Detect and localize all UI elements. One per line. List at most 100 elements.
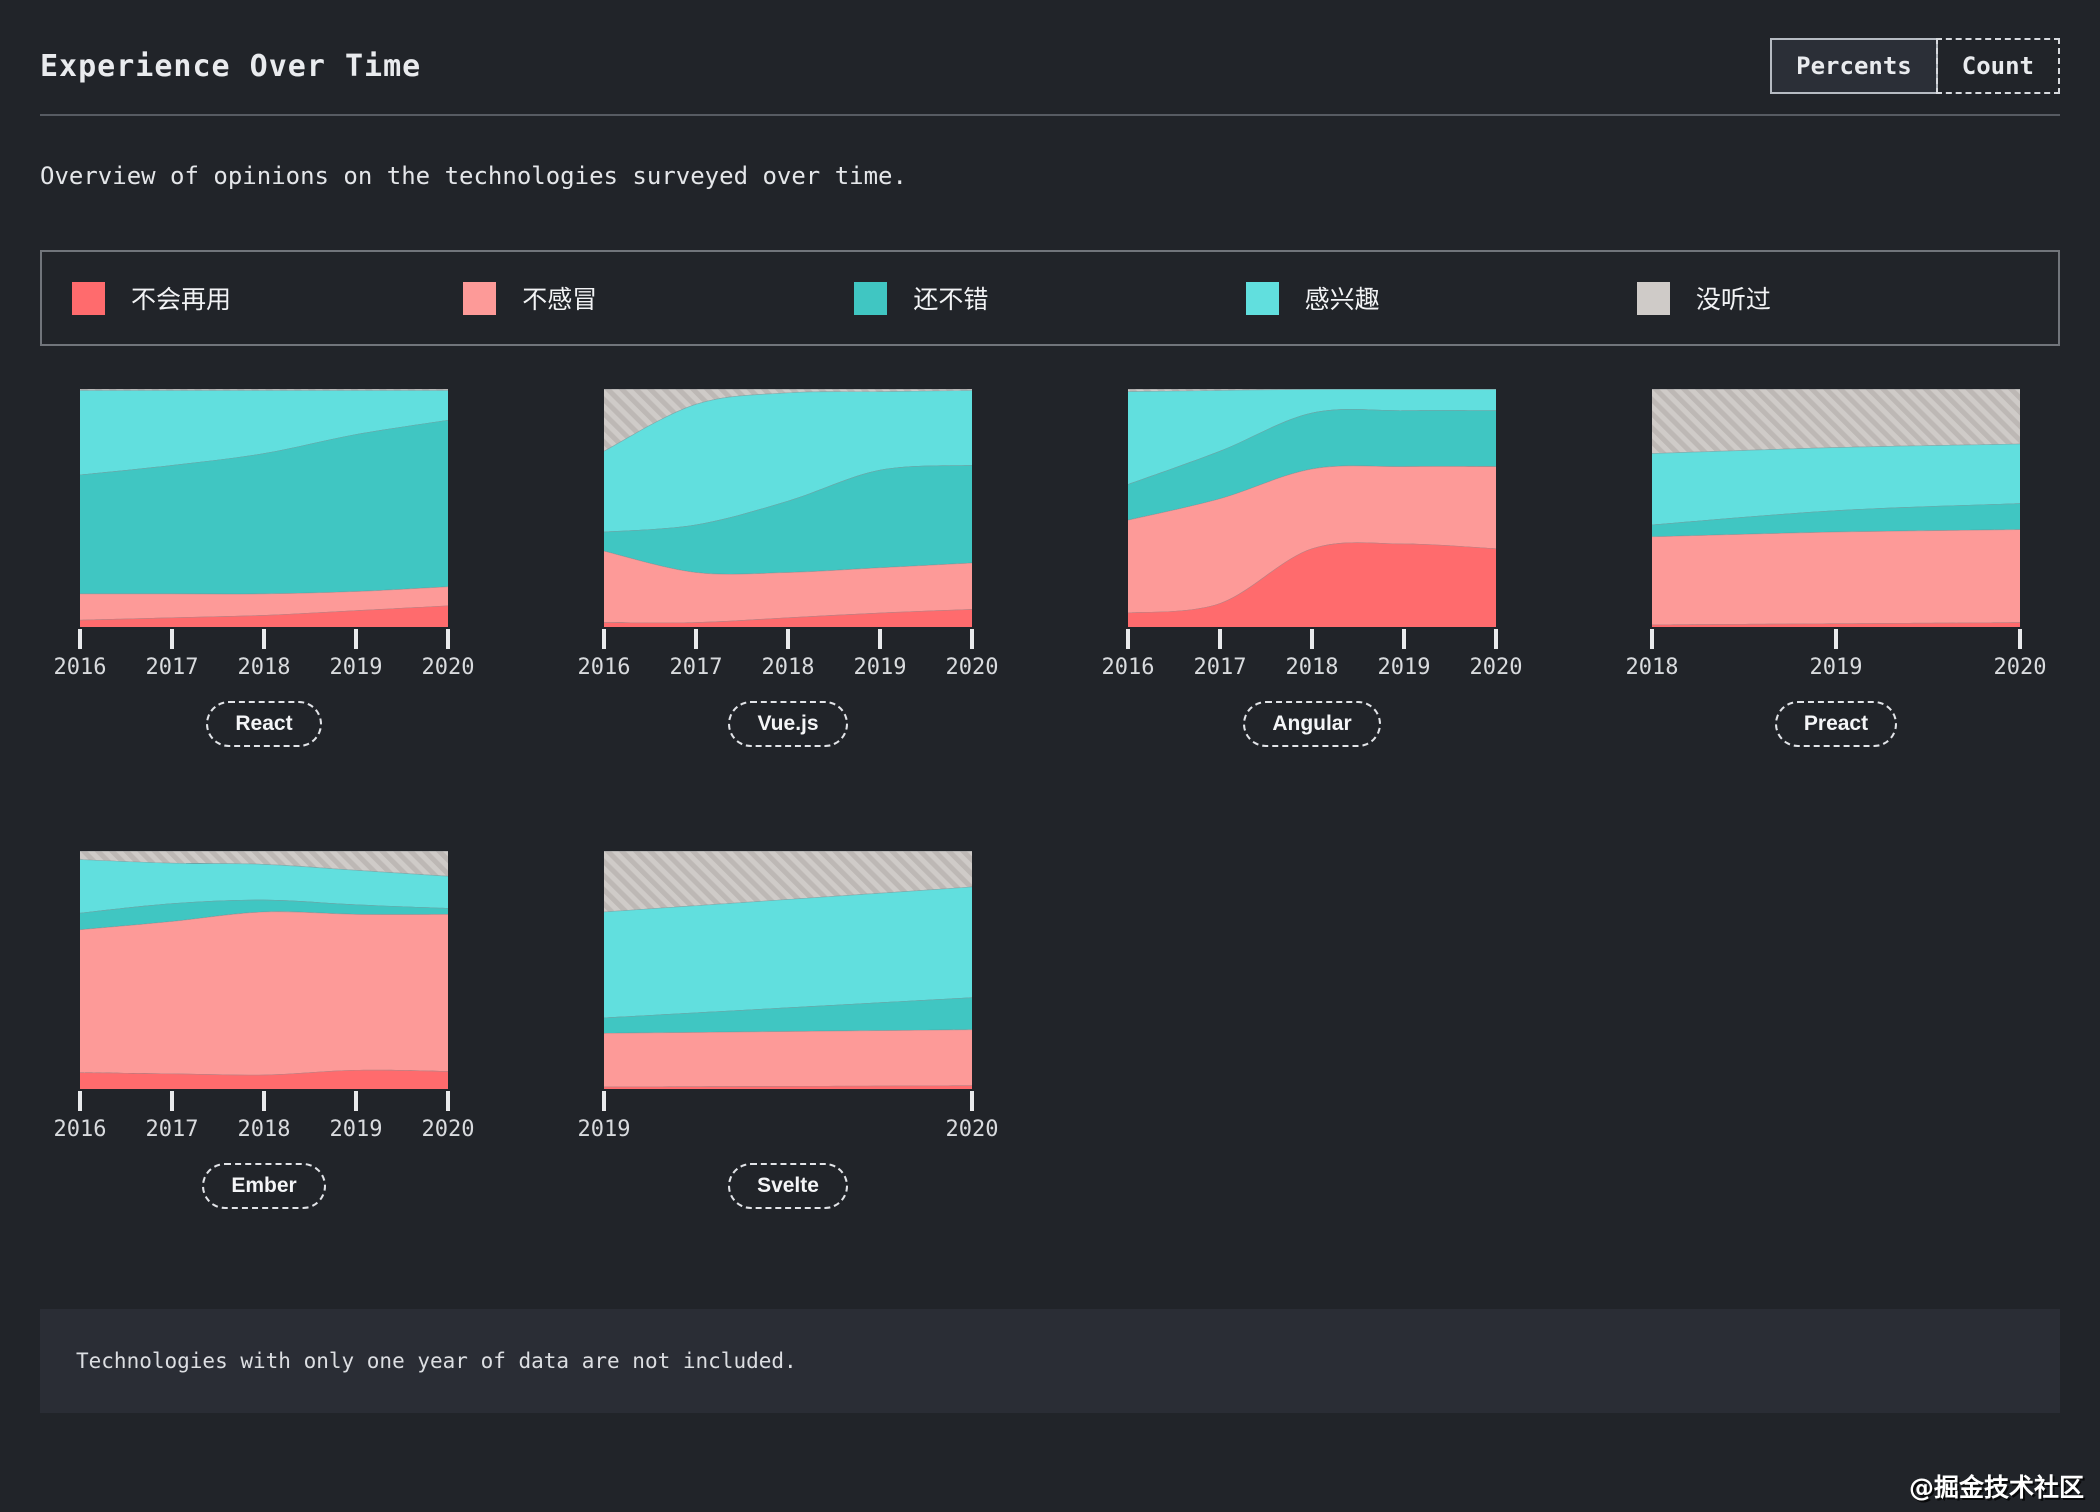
area-layer[interactable] bbox=[80, 859, 448, 913]
area-layer[interactable] bbox=[1128, 409, 1496, 520]
area-layer[interactable] bbox=[1652, 443, 2020, 525]
area-layer[interactable] bbox=[1652, 389, 2020, 454]
area-layer[interactable] bbox=[604, 389, 972, 451]
year-label: 2019 bbox=[329, 655, 383, 680]
year-label: 2019 bbox=[853, 655, 907, 680]
legend-swatch-icon bbox=[854, 281, 888, 315]
axis-tick bbox=[1402, 629, 1406, 649]
axis-tick bbox=[1834, 629, 1838, 649]
area-layer[interactable] bbox=[1652, 529, 2020, 625]
area-layer[interactable] bbox=[80, 419, 448, 594]
tech-pill-wrap: React bbox=[80, 701, 448, 747]
percents-button[interactable]: Percents bbox=[1770, 38, 1938, 94]
tech-pill-wrap: Angular bbox=[1128, 701, 1496, 747]
layer-boundary-line bbox=[1652, 502, 2020, 526]
footer-note: Technologies with only one year of data … bbox=[40, 1309, 2060, 1413]
x-axis-ticks bbox=[78, 629, 450, 651]
tech-pill-preact[interactable]: Preact bbox=[1774, 701, 1898, 747]
stacked-area-chart[interactable] bbox=[1652, 389, 2020, 627]
legend-swatch-icon bbox=[1636, 281, 1670, 315]
area-layer[interactable] bbox=[604, 1029, 972, 1087]
axis-tick bbox=[694, 629, 698, 649]
tech-pill-angular[interactable]: Angular bbox=[1243, 701, 1381, 747]
area-layer[interactable] bbox=[80, 911, 448, 1075]
year-label: 2020 bbox=[1993, 655, 2047, 680]
year-label: 2019 bbox=[1809, 655, 1863, 680]
area-layer[interactable] bbox=[1128, 389, 1496, 485]
legend-label: 不感冒 bbox=[522, 285, 598, 314]
area-layer[interactable] bbox=[604, 390, 972, 532]
units-toggle: Percents Count bbox=[1770, 38, 2060, 94]
x-axis-labels: 2019 2020 bbox=[578, 1117, 999, 1147]
year-label: 2016 bbox=[53, 1117, 107, 1142]
x-axis-ticks bbox=[78, 1091, 450, 1113]
stacked-area-chart[interactable] bbox=[604, 389, 972, 627]
legend: 不会再用 不感冒 还不错 感兴趣 没听过 bbox=[40, 250, 2060, 346]
area-layer[interactable] bbox=[1128, 542, 1496, 627]
x-axis-ticks bbox=[1126, 629, 1498, 651]
year-label: 2019 bbox=[329, 1117, 383, 1142]
x-axis-labels: 2016 2017 2018 2019 2020 bbox=[1102, 655, 1523, 685]
area-layer[interactable] bbox=[604, 886, 972, 1018]
area-layer[interactable] bbox=[1128, 465, 1496, 613]
axis-tick bbox=[446, 1091, 450, 1111]
axis-tick bbox=[170, 629, 174, 649]
area-layer[interactable] bbox=[604, 997, 972, 1034]
legend-label: 没听过 bbox=[1695, 285, 1771, 314]
legend-item-4[interactable]: 没听过 bbox=[1636, 280, 2028, 316]
tech-pill-svelte[interactable]: Svelte bbox=[728, 1163, 848, 1209]
x-axis-labels: 2016 2017 2018 2019 2020 bbox=[54, 655, 475, 685]
axis-tick bbox=[602, 1091, 606, 1111]
axis-tick bbox=[1650, 629, 1654, 649]
area-layer[interactable] bbox=[604, 851, 972, 912]
area-layer[interactable] bbox=[80, 586, 448, 620]
stacked-area-chart[interactable] bbox=[80, 389, 448, 627]
chart-cell-angular: 2016 2017 2018 2019 2020 Angular bbox=[1102, 389, 1523, 747]
area-layer[interactable] bbox=[1652, 503, 2020, 537]
legend-swatch-icon bbox=[72, 281, 105, 315]
axis-tick bbox=[170, 1091, 174, 1111]
header-divider bbox=[40, 114, 2060, 116]
axis-tick bbox=[970, 629, 974, 649]
x-axis-labels: 2016 2017 2018 2019 2020 bbox=[54, 1117, 475, 1147]
year-label: 2019 bbox=[1377, 655, 1431, 680]
count-button[interactable]: Count bbox=[1935, 38, 2060, 94]
area-layer[interactable] bbox=[80, 851, 448, 876]
area-layer[interactable] bbox=[80, 1069, 448, 1089]
year-label: 2017 bbox=[145, 655, 199, 680]
year-label: 2020 bbox=[421, 655, 475, 680]
area-layer[interactable] bbox=[604, 465, 972, 575]
tech-pill-wrap: Ember bbox=[80, 1163, 448, 1209]
chart-cell-ember: 2016 2017 2018 2019 2020 Ember bbox=[54, 851, 475, 1209]
legend-swatch-icon bbox=[1245, 281, 1279, 315]
tech-pill-vuejs[interactable]: Vue.js bbox=[728, 701, 848, 747]
page-title: Experience Over Time bbox=[40, 48, 422, 84]
stacked-area-chart[interactable] bbox=[1128, 389, 1496, 627]
stacked-area-chart[interactable] bbox=[80, 851, 448, 1089]
axis-tick bbox=[602, 629, 606, 649]
legend-item-2[interactable]: 还不错 bbox=[854, 280, 1245, 316]
legend-item-0[interactable]: 不会再用 bbox=[72, 280, 463, 316]
axis-tick bbox=[1218, 629, 1222, 649]
axis-tick bbox=[446, 629, 450, 649]
axis-tick bbox=[2018, 629, 2022, 649]
charts-grid: 2016 2017 2018 2019 2020 React 2016 2017 2018 201… bbox=[54, 389, 2046, 1209]
legend-item-1[interactable]: 不感冒 bbox=[463, 280, 854, 316]
year-label: 2016 bbox=[53, 655, 107, 680]
year-label: 2020 bbox=[1469, 655, 1523, 680]
area-layer[interactable] bbox=[80, 899, 448, 930]
legend-item-3[interactable]: 感兴趣 bbox=[1245, 280, 1637, 316]
stacked-area-chart[interactable] bbox=[604, 851, 972, 1089]
area-layer[interactable] bbox=[80, 390, 448, 475]
legend-label: 不会再用 bbox=[131, 285, 232, 314]
year-label: 2018 bbox=[237, 655, 291, 680]
year-label: 2017 bbox=[669, 655, 723, 680]
watermark: @掘金技术社区 bbox=[1908, 1473, 2084, 1502]
area-layer[interactable] bbox=[604, 550, 972, 623]
tech-pill-ember[interactable]: Ember bbox=[202, 1163, 326, 1209]
tech-pill-react[interactable]: React bbox=[206, 701, 322, 747]
year-label: 2018 bbox=[237, 1117, 291, 1142]
axis-tick bbox=[262, 1091, 266, 1111]
year-label: 2018 bbox=[1285, 655, 1339, 680]
chart-cell-svelte: 2019 2020 Svelte bbox=[578, 851, 999, 1209]
